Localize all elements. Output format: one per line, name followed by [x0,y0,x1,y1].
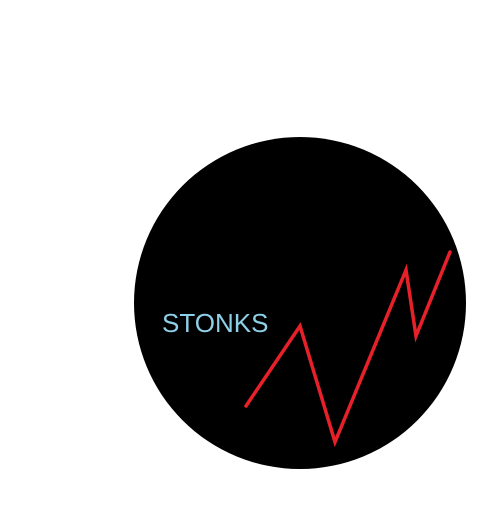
stonks-line [244,250,452,448]
logo-circle [134,137,466,469]
logo-text: STONKS [162,308,268,338]
